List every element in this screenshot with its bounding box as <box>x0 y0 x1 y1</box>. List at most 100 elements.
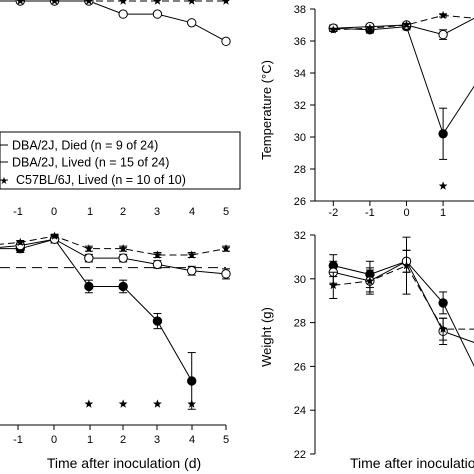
x-tick-label: 2 <box>120 434 126 446</box>
y-tick-label: 32 <box>294 230 306 242</box>
data-point <box>153 250 162 259</box>
y-tick-label: 28 <box>294 318 306 330</box>
x-tick-label: 5 <box>223 434 229 446</box>
series-line <box>0 0 227 42</box>
y-tick-label: 36 <box>294 36 306 48</box>
x-tick-label: 1 <box>440 207 446 219</box>
data-point <box>187 266 197 276</box>
data-point <box>328 25 338 34</box>
data-point <box>365 276 375 285</box>
chart-panel-weight-change: -1 0 1 2 3 4 5 <box>0 231 231 446</box>
series-line <box>333 260 474 343</box>
series-star <box>328 10 474 34</box>
data-point <box>118 281 128 292</box>
x-tick-label: -1 <box>13 206 23 218</box>
x-tick-label: 5 <box>223 206 229 218</box>
legend-box <box>0 131 241 190</box>
y-tick-label: 34 <box>294 68 306 80</box>
data-point <box>222 0 230 5</box>
data-point <box>50 0 59 5</box>
legend-entry-dba-lived: DBA/2J, Lived (n = 15 of 24) <box>0 156 169 170</box>
x-tick-label: 4 <box>189 434 195 446</box>
significance-star <box>84 399 94 408</box>
y-tick-label: 24 <box>294 405 306 417</box>
y-tick-label: 28 <box>294 164 306 176</box>
data-point <box>152 259 163 270</box>
data-point <box>187 376 197 386</box>
series-open-circle <box>328 17 474 40</box>
x-tick-label: -2 <box>328 207 338 219</box>
data-point <box>84 281 94 292</box>
series-open-circle <box>328 249 474 345</box>
weight-change-xlabel: Time after inoculation (d) <box>47 455 201 471</box>
data-point <box>438 324 448 333</box>
series-star <box>0 0 230 5</box>
x-tick-label: 0 <box>51 206 57 218</box>
x-tick-label: 3 <box>154 206 160 218</box>
data-point <box>221 36 231 47</box>
data-point <box>402 261 411 270</box>
weight-ylabel: Weight (g) <box>259 307 274 367</box>
data-point <box>118 253 128 263</box>
data-point <box>438 129 448 139</box>
data-point <box>402 20 411 29</box>
data-point <box>153 0 162 5</box>
chart-panel-temperature: 26 28 30 32 34 36 38 -2 -1 0 1 <box>294 4 474 219</box>
series-line <box>0 238 193 382</box>
chart-panel-survival: -1 0 1 2 3 4 5 <box>0 0 231 218</box>
y-tick-label: 38 <box>294 4 306 16</box>
temperature-ylabel: Temperature (°C) <box>259 60 274 160</box>
series-line <box>0 238 227 275</box>
series-line <box>333 265 474 330</box>
data-point <box>438 298 448 308</box>
data-point <box>50 231 59 240</box>
series-line <box>333 260 474 367</box>
series-filled-circle <box>0 234 197 410</box>
data-point <box>438 10 448 20</box>
x-tick-label: 0 <box>51 434 57 446</box>
data-point <box>84 244 94 253</box>
legend-entry-dba-died: DBA/2J, Died (n = 9 of 24) <box>0 139 158 153</box>
data-point <box>328 280 338 290</box>
x-tick-label: -1 <box>365 207 375 219</box>
significance-star <box>187 399 197 408</box>
legend-label: DBA/2J, Died (n = 9 of 24) <box>12 139 158 153</box>
legend-star-marker: ★ <box>0 176 9 187</box>
data-point <box>438 29 448 40</box>
x-tick-label: 1 <box>87 206 93 218</box>
data-point <box>221 244 231 253</box>
series-line <box>0 235 227 256</box>
data-point <box>85 0 93 5</box>
series-line <box>333 26 474 135</box>
weight-xlabel: Time after inoculation <box>350 455 474 471</box>
significance-star <box>438 181 448 190</box>
data-point <box>365 23 375 32</box>
y-tick-label: 26 <box>294 196 306 208</box>
y-tick-label: 32 <box>294 100 306 112</box>
y-tick-label: 26 <box>294 361 306 373</box>
data-point <box>221 269 231 279</box>
y-tick-label: 30 <box>294 132 306 144</box>
series-line <box>333 14 474 31</box>
chart-panel-weight: 22 24 26 28 30 32 <box>294 230 474 461</box>
series-star <box>328 236 474 341</box>
series-open-circle <box>0 0 231 47</box>
data-point <box>187 0 196 5</box>
x-tick-label: 2 <box>120 206 126 218</box>
data-point <box>152 9 163 19</box>
y-tick-label: 30 <box>294 274 306 286</box>
legend-label: DBA/2J, Lived (n = 15 of 24) <box>12 156 169 170</box>
significance-star <box>118 399 128 408</box>
data-point <box>119 0 127 5</box>
series-open-circle <box>0 234 231 280</box>
data-point <box>118 9 128 19</box>
x-tick-label: 1 <box>87 434 93 446</box>
y-tick-label: 22 <box>294 449 306 461</box>
data-point <box>187 18 197 28</box>
data-point <box>16 0 25 5</box>
x-tick-label: 0 <box>403 207 409 219</box>
data-point <box>187 250 197 259</box>
x-tick-label: 3 <box>154 434 160 446</box>
series-filled-circle <box>328 249 474 367</box>
